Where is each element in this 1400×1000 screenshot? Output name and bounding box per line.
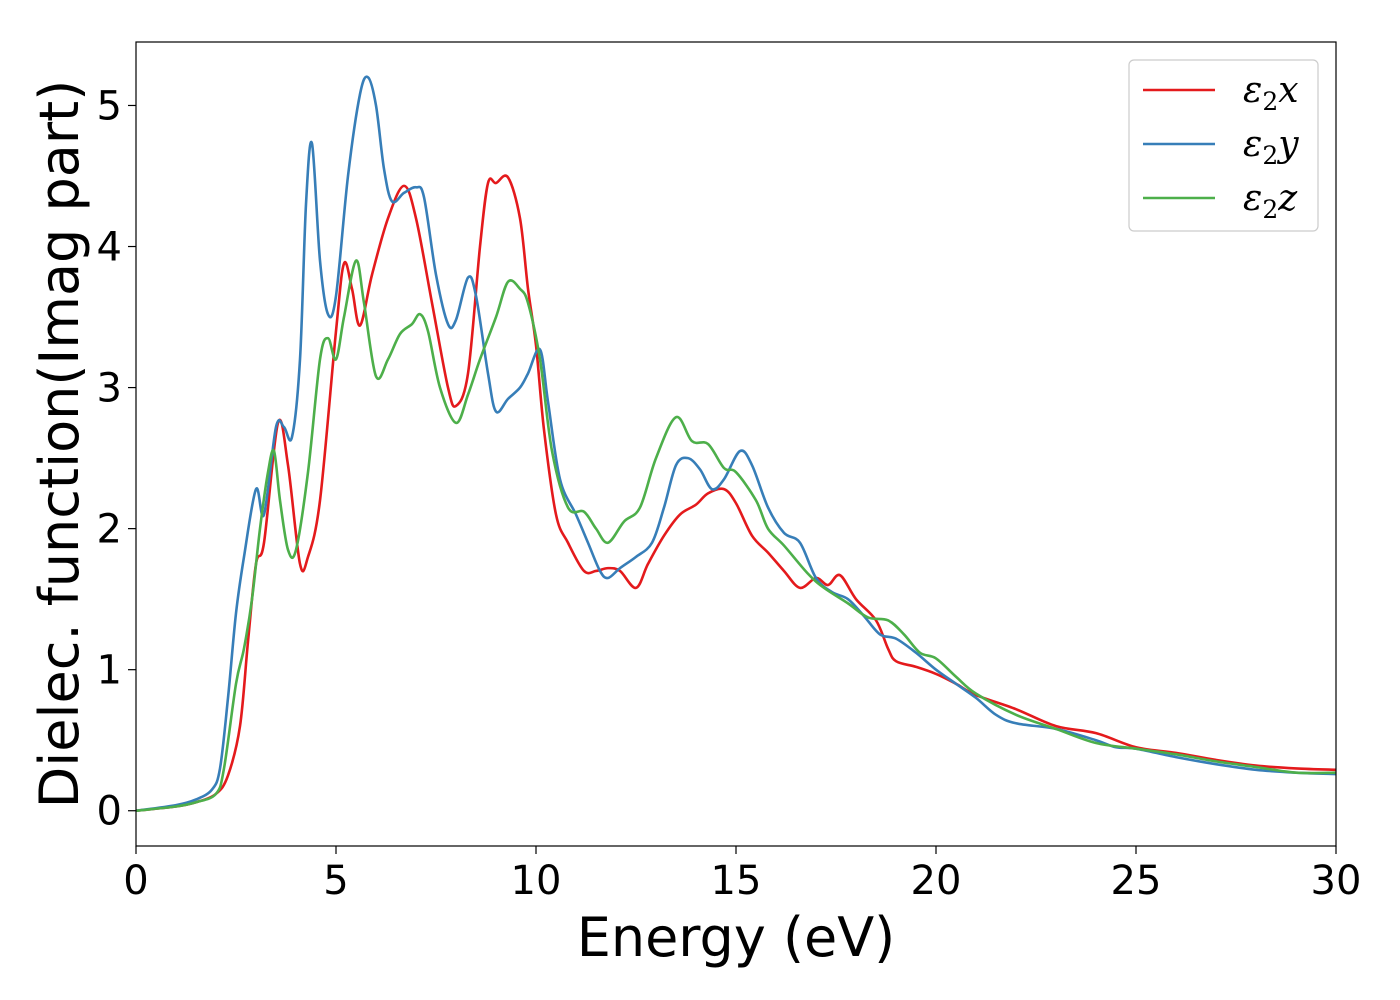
- x-tick-label: 25: [1111, 858, 1162, 904]
- x-tick-label: 0: [123, 858, 148, 904]
- x-tick-label: 10: [511, 858, 562, 904]
- series-line-x: [136, 174, 1336, 813]
- x-tick-label: 30: [1311, 858, 1362, 904]
- legend-label-y: ε2y: [1243, 124, 1299, 170]
- x-tick-label: 15: [711, 858, 762, 904]
- x-tick-label: 20: [911, 858, 962, 904]
- y-tick-label: 2: [97, 507, 122, 553]
- x-tick-label: 5: [323, 858, 348, 904]
- y-tick-label: 1: [97, 648, 122, 694]
- legend-box: [1128, 59, 1319, 232]
- series-line-y: [136, 75, 1336, 813]
- y-axis-label: Dielec. function(Imag part): [28, 80, 91, 809]
- x-axis-label: Energy (eV): [577, 906, 896, 969]
- y-tick-label: 0: [97, 789, 122, 835]
- series-layer: [136, 75, 1336, 813]
- y-tick-label: 4: [97, 225, 122, 271]
- legend: ε2x ε2y ε2z: [1128, 59, 1319, 232]
- legend-label-x: ε2x: [1243, 70, 1299, 116]
- y-tick-label: 5: [97, 83, 122, 129]
- y-tick-label: 3: [97, 366, 122, 412]
- axes-layer: 0 5 10 15 20 25 30 0 1 2 3 4 5: [97, 41, 1362, 904]
- series-line-z: [136, 259, 1336, 813]
- legend-label-z: ε2z: [1243, 178, 1298, 224]
